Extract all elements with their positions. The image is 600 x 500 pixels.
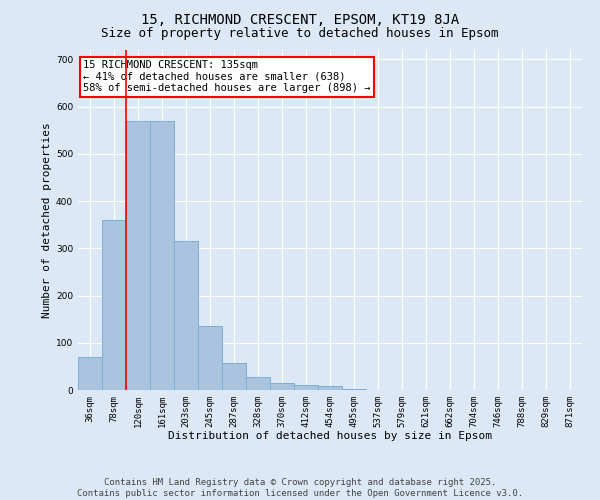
Bar xyxy=(246,378,270,390)
Y-axis label: Number of detached properties: Number of detached properties xyxy=(42,122,52,318)
Text: 15, RICHMOND CRESCENT, EPSOM, KT19 8JA: 15, RICHMOND CRESCENT, EPSOM, KT19 8JA xyxy=(141,12,459,26)
Bar xyxy=(222,363,246,390)
X-axis label: Distribution of detached houses by size in Epsom: Distribution of detached houses by size … xyxy=(168,432,492,442)
Bar xyxy=(318,386,342,390)
Bar xyxy=(270,383,294,390)
Bar xyxy=(78,357,102,390)
Text: Size of property relative to detached houses in Epsom: Size of property relative to detached ho… xyxy=(101,28,499,40)
Bar xyxy=(174,242,198,390)
Bar xyxy=(342,388,366,390)
Text: 15 RICHMOND CRESCENT: 135sqm
← 41% of detached houses are smaller (638)
58% of s: 15 RICHMOND CRESCENT: 135sqm ← 41% of de… xyxy=(83,60,371,94)
Bar xyxy=(102,220,126,390)
Bar xyxy=(150,121,174,390)
Bar xyxy=(126,121,150,390)
Bar xyxy=(198,326,222,390)
Text: Contains HM Land Registry data © Crown copyright and database right 2025.
Contai: Contains HM Land Registry data © Crown c… xyxy=(77,478,523,498)
Bar xyxy=(294,386,318,390)
